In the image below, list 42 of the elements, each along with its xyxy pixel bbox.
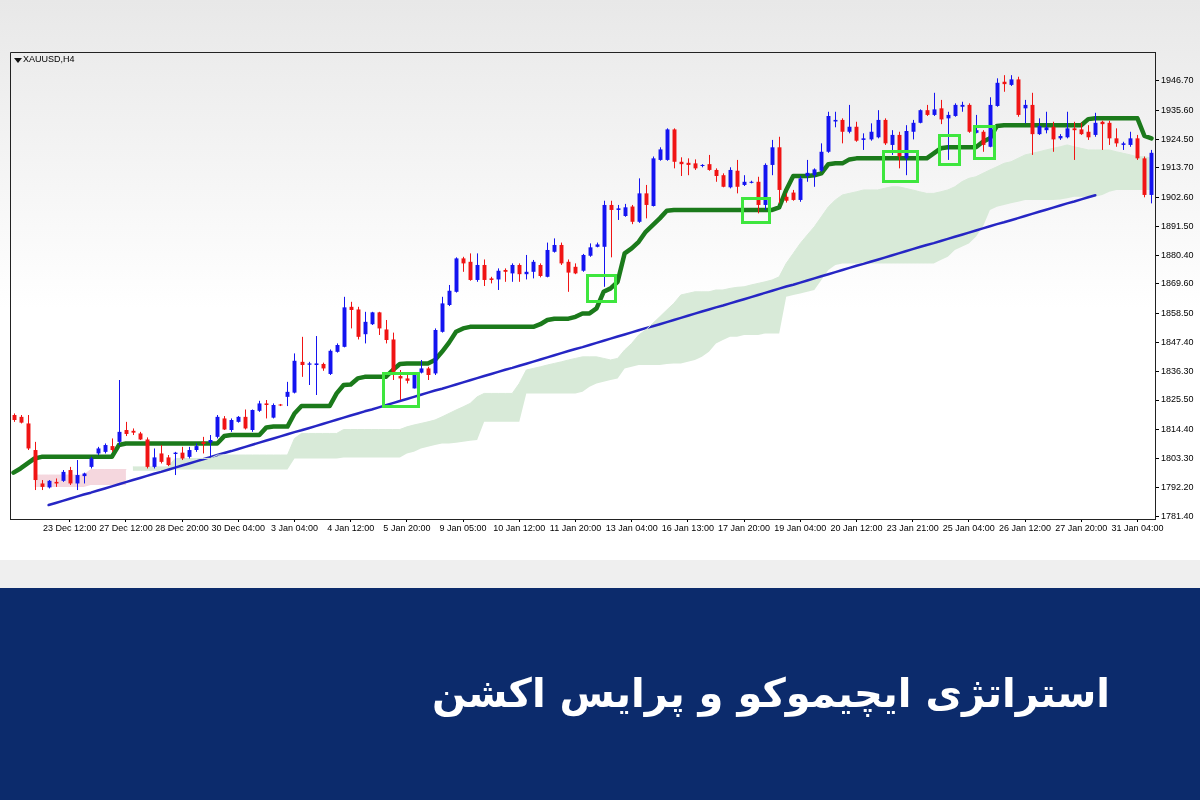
y-tick-label: 1814.40	[1161, 423, 1194, 434]
x-tick-label: 19 Jan 04:00	[774, 522, 827, 533]
y-tick-label: 1902.60	[1161, 191, 1194, 202]
candlestick	[208, 434, 213, 458]
x-tick-label: 10 Jan 12:00	[493, 522, 546, 533]
x-tick-label: 31 Jan 04:00	[1111, 522, 1164, 533]
x-tick-label: 5 Jan 20:00	[383, 522, 431, 533]
x-tick-label: 30 Dec 04:00	[211, 522, 266, 533]
y-tick-label: 1858.50	[1161, 307, 1194, 318]
y-tick-label: 1803.30	[1161, 452, 1194, 463]
x-tick-label: 9 Jan 05:00	[439, 522, 487, 533]
y-tick-label: 1913.70	[1161, 162, 1194, 173]
x-tick-label: 23 Jan 21:00	[886, 522, 939, 533]
x-tick-label: 27 Dec 12:00	[99, 522, 153, 533]
x-tick-label: 17 Jan 20:00	[718, 522, 771, 533]
x-tick-label: 28 Dec 20:00	[155, 522, 209, 533]
x-tick-label: 27 Jan 20:00	[1055, 522, 1108, 533]
y-tick-label: 1880.40	[1161, 249, 1194, 260]
y-tick-label: 1946.70	[1161, 75, 1194, 86]
candlestick	[307, 361, 312, 386]
y-tick-label: 1847.40	[1161, 336, 1194, 347]
candlestick	[314, 335, 319, 396]
x-tick-label: 11 Jan 20:00	[549, 522, 602, 533]
y-tick-label: 1781.40	[1161, 510, 1194, 521]
y-tick-label: 1935.60	[1161, 104, 1194, 115]
y-tick-label: 1825.50	[1161, 394, 1194, 405]
y-tick-label: 1869.60	[1161, 278, 1194, 289]
chart-subtitle: XAUUSD,H4	[23, 54, 75, 65]
x-tick-label: 16 Jan 13:00	[661, 522, 714, 533]
x-tick-label: 3 Jan 04:00	[270, 522, 319, 533]
text: استراتژی ایچیموکو و پرایس اکشن	[431, 669, 1110, 717]
y-tick-label: 1836.30	[1161, 366, 1194, 377]
y-tick-label: 1924.50	[1161, 133, 1194, 144]
x-tick-label: 20 Jan 12:00	[830, 522, 883, 533]
y-tick-label: 1891.50	[1161, 220, 1194, 231]
x-tick-label: 25 Jan 04:00	[942, 522, 995, 533]
x-tick-label: 23 Dec 12:00	[42, 522, 97, 533]
x-tick-label: 26 Jan 12:00	[999, 522, 1052, 533]
x-tick-label: 13 Jan 04:00	[605, 522, 658, 533]
candlestick	[264, 399, 269, 419]
x-tick-label: 4 Jan 12:00	[327, 522, 375, 533]
y-tick-label: 1792.20	[1161, 482, 1194, 493]
